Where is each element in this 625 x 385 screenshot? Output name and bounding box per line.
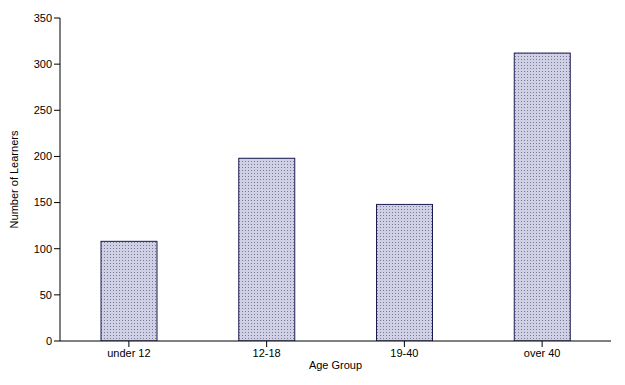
svg-text:50: 50 bbox=[40, 289, 52, 301]
svg-text:over 40: over 40 bbox=[524, 347, 561, 359]
svg-text:19-40: 19-40 bbox=[390, 347, 418, 359]
svg-text:0: 0 bbox=[46, 335, 52, 347]
svg-text:300: 300 bbox=[34, 58, 52, 70]
svg-text:200: 200 bbox=[34, 150, 52, 162]
svg-text:Age Group: Age Group bbox=[309, 359, 362, 371]
svg-text:150: 150 bbox=[34, 196, 52, 208]
svg-text:Number of Learners: Number of Learners bbox=[8, 130, 20, 228]
svg-text:350: 350 bbox=[34, 12, 52, 24]
svg-text:under 12: under 12 bbox=[107, 347, 150, 359]
svg-text:12-18: 12-18 bbox=[253, 347, 281, 359]
svg-text:100: 100 bbox=[34, 243, 52, 255]
svg-text:250: 250 bbox=[34, 104, 52, 116]
